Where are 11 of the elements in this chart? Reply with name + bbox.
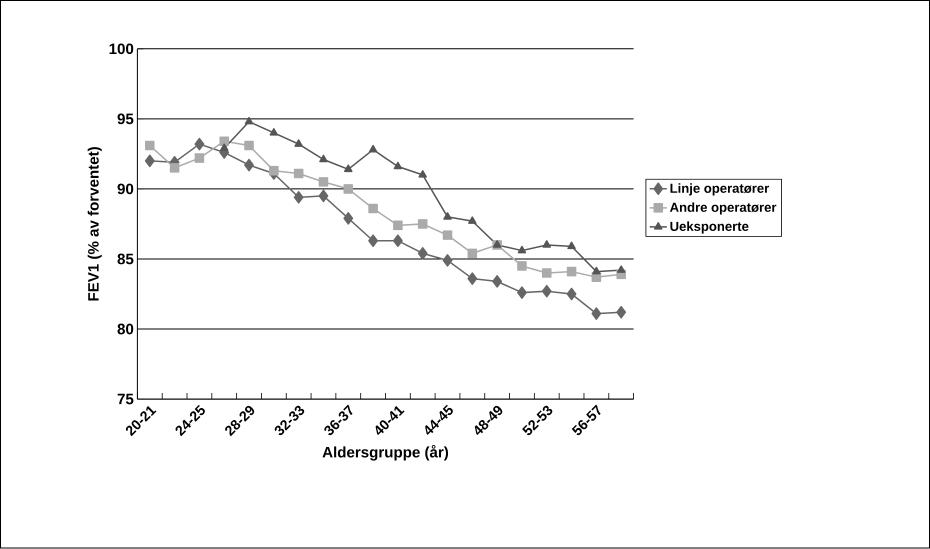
y-tick-label: 85 [118, 254, 134, 265]
legend-label: Ueksponerte [670, 222, 748, 234]
y-tick-label: 75 [118, 394, 134, 405]
y-tick-label: 100 [110, 44, 134, 54]
y-tick-label: 95 [118, 114, 134, 124]
legend-label: Linje operatører [670, 184, 770, 196]
y-tick-label: 80 [118, 324, 134, 335]
y-axis-title: FEV1 (% av forventet) [88, 147, 102, 301]
y-tick-label: 90 [118, 184, 134, 194]
x-axis-title: Aldersgruppe (år) [322, 445, 448, 461]
legend-label: Andre operatører [670, 202, 776, 215]
